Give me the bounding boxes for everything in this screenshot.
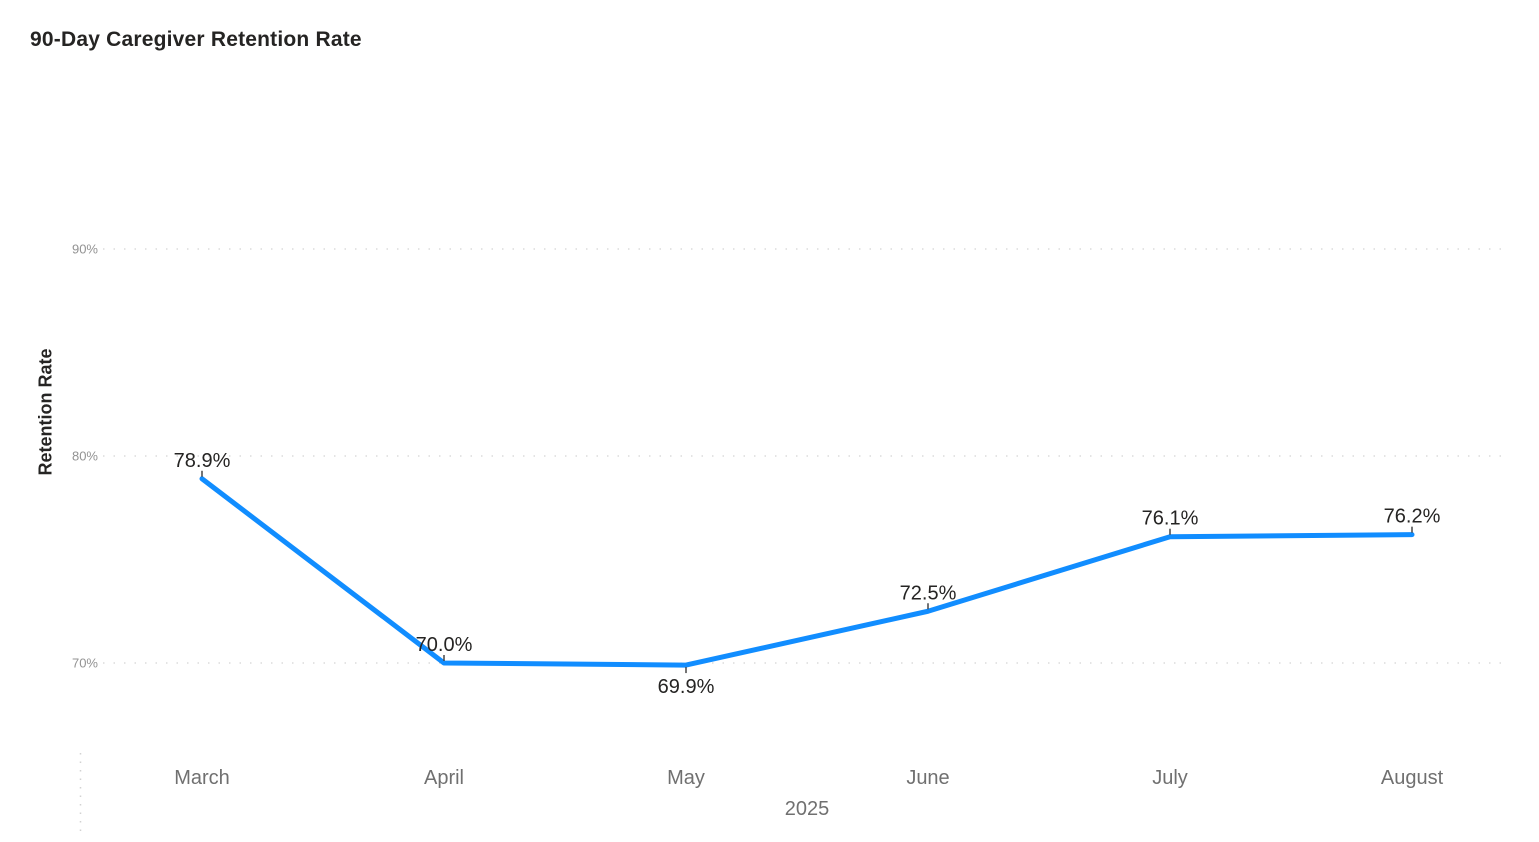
y-tick-label: 90% [72, 242, 98, 257]
data-label: 72.5% [900, 582, 957, 604]
data-label: 76.2% [1384, 506, 1441, 528]
x-axis-year-label: 2025 [785, 798, 830, 820]
x-axis-label-march[interactable]: March [174, 767, 230, 789]
x-axis-label-july[interactable]: July [1152, 767, 1188, 789]
y-tick-label: 80% [72, 449, 98, 464]
data-label: 69.9% [658, 676, 715, 698]
x-axis-label-june[interactable]: June [906, 767, 949, 789]
x-axis-label-april[interactable]: April [424, 767, 464, 789]
data-label: 76.1% [1142, 508, 1199, 530]
x-axis-label-august[interactable]: August [1381, 767, 1444, 789]
data-label: 78.9% [174, 450, 231, 472]
retention-trend-line[interactable] [199, 476, 1415, 668]
data-label: 70.0% [416, 634, 473, 656]
x-axis-label-may[interactable]: May [667, 767, 705, 789]
chart-title: 90-Day Caregiver Retention Rate [30, 28, 362, 51]
y-tick-label: 70% [72, 656, 98, 671]
